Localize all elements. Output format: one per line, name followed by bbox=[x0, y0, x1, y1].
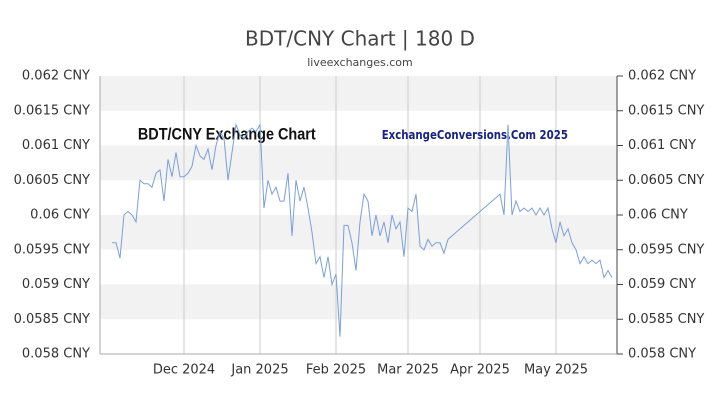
grid-band bbox=[100, 76, 617, 111]
x-tick-label: Dec 2024 bbox=[153, 363, 215, 378]
y-tick-label: 0.062 CNY bbox=[22, 69, 90, 84]
y2-tick-label: 0.061 CNY bbox=[628, 138, 696, 153]
annotation: ExchangeConversions.Com 2025 bbox=[382, 128, 568, 142]
x-tick-label: Apr 2025 bbox=[450, 363, 510, 378]
grid-band bbox=[100, 284, 617, 320]
y-tick-label: 0.059 CNY bbox=[22, 277, 90, 292]
y2-tick-label: 0.06 CNY bbox=[628, 208, 688, 223]
y2-tick-label: 0.059 CNY bbox=[628, 277, 696, 292]
y2-tick-label: 0.0615 CNY bbox=[628, 103, 704, 118]
y-tick-label: 0.0585 CNY bbox=[14, 312, 90, 327]
y-tick-label: 0.0605 CNY bbox=[14, 173, 90, 188]
line bbox=[112, 122, 613, 337]
x-tick-label: Mar 2025 bbox=[377, 363, 439, 378]
x-tick-label: Jan 2025 bbox=[230, 363, 288, 378]
y2-tick-label: 0.062 CNY bbox=[628, 69, 696, 84]
y-tick-label: 0.06 CNY bbox=[30, 208, 90, 223]
y-tick-label: 0.061 CNY bbox=[22, 138, 90, 153]
y2-tick-label: 0.0585 CNY bbox=[628, 312, 704, 327]
annotation: BDT/CNY Exchange Chart bbox=[138, 125, 317, 143]
y-tick-label: 0.0595 CNY bbox=[14, 242, 90, 257]
y2-tick-label: 0.058 CNY bbox=[628, 347, 696, 362]
y2-tick-label: 0.0595 CNY bbox=[628, 242, 704, 257]
y-tick-label: 0.0615 CNY bbox=[14, 103, 90, 118]
y2-tick-label: 0.0605 CNY bbox=[628, 173, 704, 188]
chart-subtitle: liveexchanges.com bbox=[307, 56, 412, 69]
y-tick-label: 0.058 CNY bbox=[22, 347, 90, 362]
x-tick-label: Feb 2025 bbox=[306, 363, 366, 378]
x-tick-label: May 2025 bbox=[524, 363, 588, 378]
chart-title: BDT/CNY Chart | 180 D bbox=[245, 27, 475, 51]
